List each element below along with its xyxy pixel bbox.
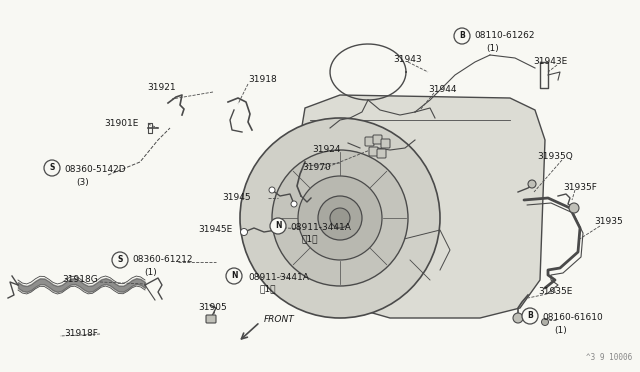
Text: 08360-5142D: 08360-5142D bbox=[64, 166, 125, 174]
Text: 31944: 31944 bbox=[428, 84, 456, 93]
Text: 08160-61610: 08160-61610 bbox=[542, 314, 603, 323]
Text: 31935E: 31935E bbox=[538, 288, 572, 296]
Text: 31945E: 31945E bbox=[198, 224, 232, 234]
Text: (1): (1) bbox=[486, 44, 499, 52]
Text: （1）: （1） bbox=[302, 234, 319, 244]
Circle shape bbox=[528, 180, 536, 188]
Circle shape bbox=[226, 268, 242, 284]
Circle shape bbox=[330, 208, 350, 228]
Circle shape bbox=[569, 203, 579, 213]
Text: B: B bbox=[459, 32, 465, 41]
Text: S: S bbox=[49, 164, 54, 173]
Text: 08110-61262: 08110-61262 bbox=[474, 32, 534, 41]
Circle shape bbox=[273, 227, 280, 234]
Text: 31924: 31924 bbox=[312, 145, 340, 154]
Text: 31970: 31970 bbox=[302, 164, 331, 173]
Text: 31935F: 31935F bbox=[563, 183, 597, 192]
Text: (3): (3) bbox=[76, 177, 89, 186]
Text: 31921: 31921 bbox=[147, 83, 175, 93]
Text: 31918G: 31918G bbox=[62, 276, 98, 285]
Text: (1): (1) bbox=[554, 326, 567, 334]
Circle shape bbox=[291, 201, 297, 207]
Circle shape bbox=[44, 160, 60, 176]
Text: 31918F: 31918F bbox=[64, 330, 98, 339]
FancyBboxPatch shape bbox=[373, 135, 382, 144]
Circle shape bbox=[513, 313, 523, 323]
FancyBboxPatch shape bbox=[365, 137, 374, 146]
Circle shape bbox=[318, 196, 362, 240]
Text: N: N bbox=[231, 272, 237, 280]
Circle shape bbox=[272, 150, 408, 286]
Circle shape bbox=[522, 308, 538, 324]
Text: 31943E: 31943E bbox=[533, 57, 567, 65]
Text: B: B bbox=[527, 311, 533, 321]
Circle shape bbox=[454, 28, 470, 44]
Text: （1）: （1） bbox=[260, 285, 276, 294]
Text: 31905: 31905 bbox=[198, 304, 227, 312]
FancyBboxPatch shape bbox=[206, 315, 216, 323]
Text: 31935: 31935 bbox=[594, 218, 623, 227]
Polygon shape bbox=[295, 95, 545, 318]
FancyBboxPatch shape bbox=[369, 147, 378, 156]
Text: S: S bbox=[117, 256, 123, 264]
Text: FRONT: FRONT bbox=[264, 315, 295, 324]
Text: 08911-3441A: 08911-3441A bbox=[290, 222, 351, 231]
Circle shape bbox=[241, 228, 248, 235]
Text: 31935Q: 31935Q bbox=[537, 153, 573, 161]
Circle shape bbox=[112, 252, 128, 268]
Text: 08360-61212: 08360-61212 bbox=[132, 256, 193, 264]
Circle shape bbox=[541, 318, 548, 326]
FancyBboxPatch shape bbox=[381, 139, 390, 148]
Circle shape bbox=[240, 118, 440, 318]
Text: N: N bbox=[275, 221, 281, 231]
Text: (1): (1) bbox=[144, 267, 157, 276]
Text: 31918: 31918 bbox=[248, 76, 276, 84]
Circle shape bbox=[269, 187, 275, 193]
Circle shape bbox=[298, 176, 382, 260]
Text: 31943: 31943 bbox=[393, 55, 422, 64]
Text: 31945: 31945 bbox=[222, 192, 251, 202]
Text: 31901E: 31901E bbox=[104, 119, 138, 128]
FancyBboxPatch shape bbox=[377, 149, 386, 158]
Text: ^3 9 10006: ^3 9 10006 bbox=[586, 353, 632, 362]
Text: 08911-3441A: 08911-3441A bbox=[248, 273, 309, 282]
Circle shape bbox=[270, 218, 286, 234]
